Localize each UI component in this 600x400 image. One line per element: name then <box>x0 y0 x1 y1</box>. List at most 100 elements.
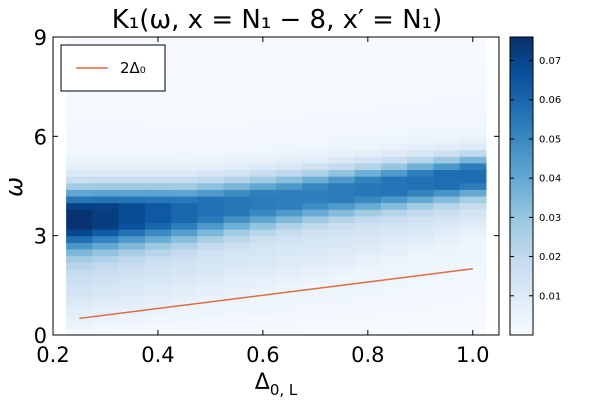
heatmap-cell <box>171 308 198 316</box>
heatmap-cell <box>197 255 225 263</box>
heatmap-cell <box>197 209 225 217</box>
heatmap-cell <box>433 242 461 250</box>
heatmap-cell <box>433 301 461 310</box>
heatmap-cell <box>171 142 198 151</box>
heatmap-cell <box>92 37 120 45</box>
heatmap-cell <box>171 70 198 78</box>
heatmap-cell <box>459 209 487 217</box>
heatmap-cell <box>459 229 487 237</box>
heatmap-cell <box>354 301 382 310</box>
heatmap-cell <box>302 189 330 197</box>
heatmap-cell <box>407 202 435 210</box>
heatmap-cell <box>92 282 120 290</box>
colorbar-tick-label: 0.07 <box>539 56 561 67</box>
heatmap-cell <box>249 176 277 184</box>
heatmap-cell <box>144 202 172 210</box>
heatmap-cell <box>302 176 330 184</box>
heatmap-cell <box>459 142 487 151</box>
heatmap-cell <box>92 149 120 157</box>
heatmap-cell <box>354 176 382 184</box>
heatmap-cell <box>144 275 172 283</box>
heatmap-cell <box>433 50 461 58</box>
heatmap-cell <box>171 103 198 111</box>
heatmap-cell <box>302 275 330 283</box>
heatmap-cell <box>276 109 303 118</box>
heatmap-cell <box>171 89 198 98</box>
heatmap-cell <box>92 189 120 197</box>
heatmap-cell <box>407 129 435 137</box>
heatmap-cell <box>407 295 435 303</box>
heatmap-cell <box>407 288 435 296</box>
heatmap-cell <box>276 275 303 283</box>
heatmap-cell <box>249 156 277 164</box>
heatmap-cell <box>433 103 461 111</box>
heatmap-cell <box>328 288 356 296</box>
heatmap-cell <box>118 295 146 303</box>
heatmap-cell <box>144 295 172 303</box>
heatmap-cell <box>118 242 146 250</box>
heatmap-cell <box>197 182 225 190</box>
heatmap-cell <box>354 215 382 224</box>
series-layer <box>79 268 473 320</box>
heatmap-cell <box>354 248 382 257</box>
heatmap-cell <box>407 156 435 164</box>
heatmap-cell <box>92 136 120 144</box>
heatmap-cell <box>433 222 461 230</box>
heatmap-cell <box>66 248 93 257</box>
legend-label-2delta0: 2Δ₀ <box>120 59 146 77</box>
heatmap-cell <box>144 195 172 204</box>
heatmap-cell <box>380 96 408 104</box>
heatmap-cell <box>197 89 225 98</box>
heatmap-cell <box>380 56 408 65</box>
heatmap-cell <box>328 96 356 104</box>
heatmap-cell <box>223 308 251 316</box>
heatmap-cell <box>302 56 330 65</box>
heatmap-cell <box>328 229 356 237</box>
heatmap-cell <box>407 109 435 118</box>
heatmap-cell <box>118 123 146 131</box>
heatmap-cell <box>328 268 356 276</box>
heatmap-cell <box>249 275 277 283</box>
heatmap-cell <box>118 209 146 217</box>
heatmap-cell <box>223 89 251 98</box>
heatmap-cell <box>459 301 487 310</box>
heatmap-cell <box>433 76 461 84</box>
heatmap-cell <box>171 268 198 276</box>
heatmap-cell <box>197 123 225 131</box>
heatmap-cell <box>302 129 330 137</box>
heatmap-cell <box>66 222 93 230</box>
heatmap-cell <box>249 195 277 204</box>
heatmap-cell <box>380 209 408 217</box>
heatmap-cell <box>118 248 146 257</box>
heatmap-cell <box>223 255 251 263</box>
heatmap-cell <box>459 103 487 111</box>
heatmap-cell <box>380 76 408 84</box>
heatmap-cell <box>380 189 408 197</box>
heatmap-cell <box>354 209 382 217</box>
heatmap-cell <box>223 315 251 323</box>
heatmap-cell <box>380 182 408 190</box>
heatmap-cell <box>380 295 408 303</box>
heatmap-cell <box>380 248 408 257</box>
heatmap-cell <box>459 275 487 283</box>
heatmap-cell <box>144 321 172 329</box>
heatmap-cell <box>328 50 356 58</box>
heatmap-cell <box>171 195 198 204</box>
heatmap-cell <box>197 70 225 78</box>
heatmap-cell <box>302 70 330 78</box>
heatmap-cell <box>380 63 408 71</box>
heatmap-cell <box>380 103 408 111</box>
y-tick-label: 9 <box>34 26 47 50</box>
heatmap-cell <box>407 103 435 111</box>
heatmap-cell <box>92 156 120 164</box>
heatmap-cell <box>66 129 93 137</box>
heatmap-cell <box>433 182 461 190</box>
heatmap-cell <box>433 70 461 78</box>
heatmap-cell <box>171 37 198 45</box>
heatmap-cell <box>249 248 277 257</box>
heatmap-cell <box>302 149 330 157</box>
heatmap-cell <box>380 268 408 276</box>
heatmap-cell <box>328 202 356 210</box>
heatmap-cell <box>328 189 356 197</box>
heatmap-cell <box>276 156 303 164</box>
